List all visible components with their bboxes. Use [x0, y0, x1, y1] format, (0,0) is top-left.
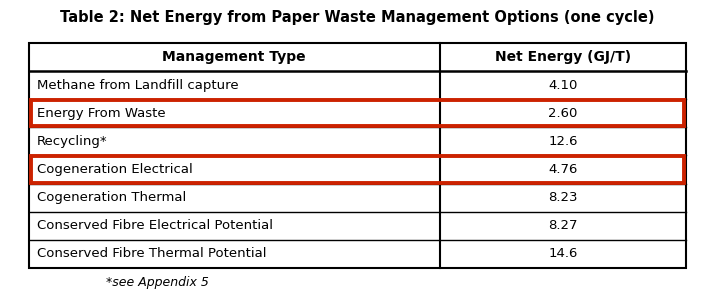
Text: Methane from Landfill capture: Methane from Landfill capture	[37, 79, 239, 91]
Text: Recycling*: Recycling*	[37, 135, 108, 148]
Text: Table 2: Net Energy from Paper Waste Management Options (one cycle): Table 2: Net Energy from Paper Waste Man…	[60, 10, 655, 25]
Text: 14.6: 14.6	[548, 247, 578, 260]
Text: Net Energy (GJ/T): Net Energy (GJ/T)	[495, 50, 631, 64]
Text: 2.60: 2.60	[548, 107, 578, 120]
Text: 8.27: 8.27	[548, 219, 578, 232]
Bar	[31, 100, 684, 126]
Text: 8.23: 8.23	[548, 191, 578, 204]
Text: 4.76: 4.76	[548, 163, 578, 176]
Text: 12.6: 12.6	[548, 135, 578, 148]
Text: *see Appendix 5: *see Appendix 5	[106, 276, 209, 289]
Text: Cogeneration Thermal: Cogeneration Thermal	[37, 191, 187, 204]
Text: Management Type: Management Type	[162, 50, 306, 64]
Text: Cogeneration Electrical: Cogeneration Electrical	[37, 163, 193, 176]
Text: Conserved Fibre Thermal Potential: Conserved Fibre Thermal Potential	[37, 247, 267, 260]
Text: Conserved Fibre Electrical Potential: Conserved Fibre Electrical Potential	[37, 219, 273, 232]
Text: 4.10: 4.10	[548, 79, 578, 91]
Bar	[31, 156, 684, 183]
Text: Energy From Waste: Energy From Waste	[37, 107, 166, 120]
Bar	[29, 43, 686, 268]
